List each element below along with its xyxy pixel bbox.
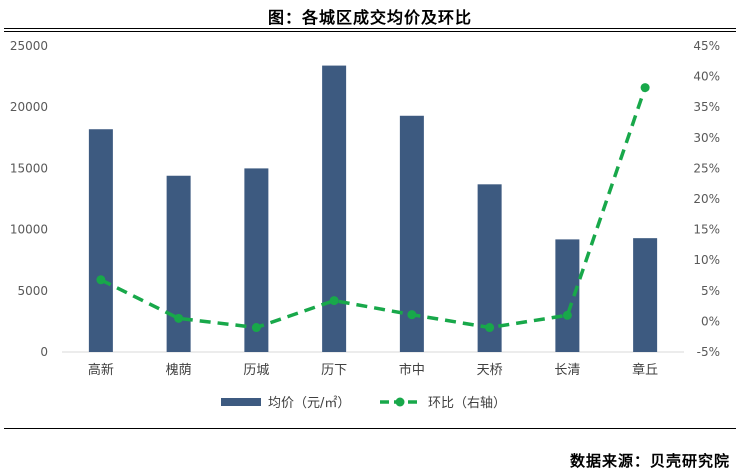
right-tick-label: -5% xyxy=(697,345,720,359)
title-rule-top xyxy=(4,28,736,29)
source-note: 数据来源：贝壳研究院 xyxy=(569,452,730,470)
left-tick-label: 15000 xyxy=(10,161,48,175)
left-tick-label: 5000 xyxy=(17,284,48,298)
right-axis-ticks: -5% 0% 5% 10% 15% 20% 25% 30% 35% 40% 45% xyxy=(693,39,720,359)
line-point xyxy=(407,310,417,320)
line-point xyxy=(174,313,184,323)
category-label: 章丘 xyxy=(632,362,658,378)
line-point xyxy=(329,296,339,306)
line-point xyxy=(96,275,106,285)
legend-line-label: 环比（右轴） xyxy=(428,396,506,411)
line-series xyxy=(96,83,650,333)
category-label: 槐荫 xyxy=(166,362,192,378)
left-tick-label: 10000 xyxy=(10,223,48,237)
right-tick-label: 20% xyxy=(693,192,720,206)
right-tick-label: 10% xyxy=(693,253,720,267)
bar xyxy=(322,65,347,353)
legend-line-marker xyxy=(395,397,405,407)
line-point xyxy=(251,323,261,333)
title-rule-bottom xyxy=(4,31,736,32)
category-label: 历下 xyxy=(321,363,347,378)
trend-line xyxy=(100,87,647,330)
right-tick-label: 30% xyxy=(693,131,720,145)
right-tick-label: 40% xyxy=(693,70,720,84)
category-label: 历城 xyxy=(243,363,269,378)
legend: 均价（元/㎡） 环比（右轴） xyxy=(221,396,506,411)
bar xyxy=(633,238,658,352)
legend-bar-label: 均价（元/㎡） xyxy=(268,396,350,411)
right-tick-label: 0% xyxy=(701,314,720,328)
line-point xyxy=(640,83,650,93)
category-label: 长清 xyxy=(554,363,580,378)
left-tick-label: 0 xyxy=(40,345,48,359)
right-tick-label: 15% xyxy=(693,223,720,237)
chart-title: 图：各城区成交均价及环比 xyxy=(267,8,472,27)
category-label: 天桥 xyxy=(477,363,503,378)
bar xyxy=(244,168,269,352)
bar xyxy=(88,129,113,352)
right-tick-label: 25% xyxy=(693,161,720,175)
line-point xyxy=(485,323,495,333)
legend-bar-swatch xyxy=(221,398,261,406)
footer-rule xyxy=(4,428,736,429)
category-labels: 高新 槐荫 历城 历下 市中 天桥 长清 章丘 xyxy=(88,362,658,378)
left-tick-label: 20000 xyxy=(10,100,48,114)
left-axis-ticks: 0 5000 10000 15000 20000 25000 xyxy=(10,39,48,359)
right-tick-label: 35% xyxy=(693,100,720,114)
bar xyxy=(166,175,191,352)
left-tick-label: 25000 xyxy=(10,39,48,53)
category-label: 市中 xyxy=(399,362,425,378)
category-label: 高新 xyxy=(88,362,114,378)
right-tick-label: 45% xyxy=(693,39,720,53)
line-point xyxy=(562,310,572,320)
right-tick-label: 5% xyxy=(701,284,720,298)
bar-series xyxy=(88,65,658,353)
